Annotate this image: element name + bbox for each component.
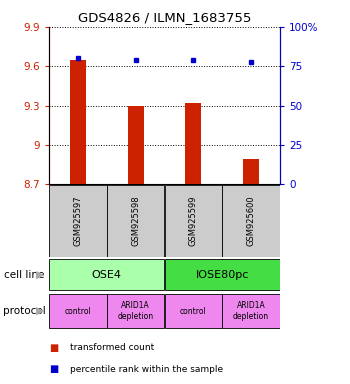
Bar	[107, 294, 164, 328]
Bar	[49, 259, 164, 290]
Bar	[127, 106, 144, 184]
Text: control: control	[64, 306, 91, 316]
Text: IOSE80pc: IOSE80pc	[196, 270, 249, 280]
Bar	[222, 185, 280, 257]
Text: GSM925599: GSM925599	[189, 195, 198, 246]
Bar	[243, 159, 259, 184]
Bar	[164, 294, 222, 328]
Text: percentile rank within the sample: percentile rank within the sample	[70, 365, 223, 374]
Text: GSM925598: GSM925598	[131, 195, 140, 246]
Title: GDS4826 / ILMN_1683755: GDS4826 / ILMN_1683755	[78, 11, 251, 24]
Text: ARID1A
depletion: ARID1A depletion	[118, 301, 154, 321]
Bar	[70, 60, 86, 184]
Bar	[164, 259, 280, 290]
Bar	[49, 185, 107, 257]
Bar	[222, 294, 280, 328]
Text: GSM925600: GSM925600	[247, 195, 256, 246]
Text: GSM925597: GSM925597	[74, 195, 82, 246]
Text: ARID1A
depletion: ARID1A depletion	[233, 301, 269, 321]
Text: cell line: cell line	[4, 270, 44, 280]
Text: ▶: ▶	[36, 270, 44, 280]
Text: ■: ■	[49, 343, 58, 353]
Bar	[185, 103, 202, 184]
Text: ▶: ▶	[36, 306, 44, 316]
Bar	[164, 185, 222, 257]
Text: ■: ■	[49, 364, 58, 374]
Text: OSE4: OSE4	[92, 270, 122, 280]
Text: transformed count: transformed count	[70, 343, 154, 352]
Text: protocol: protocol	[4, 306, 46, 316]
Bar	[107, 185, 164, 257]
Bar	[49, 294, 107, 328]
Text: control: control	[180, 306, 207, 316]
